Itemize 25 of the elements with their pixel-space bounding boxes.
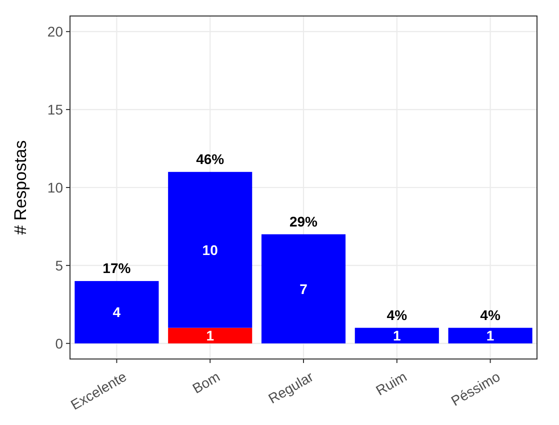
annotation: 4% [480,306,501,323]
bar [261,234,346,344]
data-label: 1 [486,328,494,344]
x-tick-label: Bom [190,368,222,396]
y-tick-label: 0 [55,335,64,352]
data-label: 4 [112,304,121,320]
data-label: 7 [300,280,308,297]
bar [74,281,159,344]
annotation: 29% [289,213,318,230]
y-tick-label: 5 [55,257,64,274]
bar [168,328,252,344]
bar [168,172,252,328]
data-label: 10 [202,242,218,258]
annotation: 46% [196,150,225,167]
data-label: 1 [206,328,214,344]
y-tick-label: 10 [47,180,64,196]
y-tick-label: 15 [47,102,64,118]
y-axis-title: # Respostas [11,140,30,235]
x-tick-label: Ruim [373,368,410,398]
bar [448,328,532,344]
annotation: 4% [386,306,408,323]
y-tick-label: 20 [47,24,64,40]
annotation: 17% [102,260,132,276]
data-label: 1 [393,328,401,344]
bar [354,328,439,344]
